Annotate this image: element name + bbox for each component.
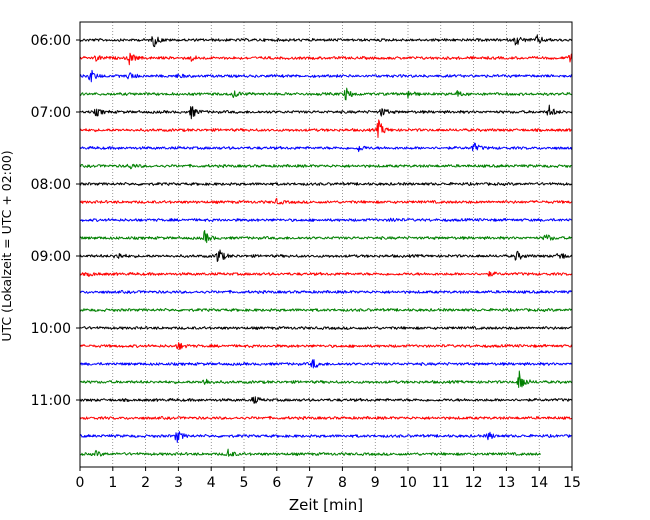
seismic-trace xyxy=(79,415,573,421)
seismic-trace xyxy=(79,163,573,170)
x-tick-label: 14 xyxy=(530,475,548,491)
x-tick-label: 12 xyxy=(465,475,483,491)
seismic-trace xyxy=(79,197,573,205)
x-tick-label: 4 xyxy=(207,475,216,491)
x-tick-label: 8 xyxy=(338,475,347,491)
seismic-trace xyxy=(79,370,573,388)
y-tick-label: 08:00 xyxy=(31,177,71,193)
x-tick-label: 5 xyxy=(240,475,249,491)
seismic-trace xyxy=(79,142,573,153)
y-tick-label: 11:00 xyxy=(31,393,71,409)
seismic-trace xyxy=(79,104,573,120)
seismic-trace xyxy=(79,448,542,457)
seismic-trace xyxy=(79,119,573,138)
x-tick-label: 0 xyxy=(76,475,85,491)
grid-lines xyxy=(112,22,540,467)
y-tick-label: 09:00 xyxy=(31,249,71,265)
x-tick-label: 10 xyxy=(399,475,417,491)
seismic-traces xyxy=(79,34,573,457)
x-tick-label: 1 xyxy=(108,475,117,491)
x-tick-label: 7 xyxy=(305,475,314,491)
seismic-trace xyxy=(79,396,573,404)
seismic-trace xyxy=(79,230,573,244)
x-tick-label: 3 xyxy=(174,475,183,491)
y-tick-label: 07:00 xyxy=(31,105,71,121)
seismic-trace xyxy=(79,34,573,48)
seismic-trace xyxy=(79,249,573,262)
x-axis-title: Zeit [min] xyxy=(289,496,363,514)
seismic-trace xyxy=(79,87,573,101)
plot-frame xyxy=(79,21,573,468)
x-tick-label: 13 xyxy=(497,475,515,491)
seismic-trace xyxy=(79,289,573,295)
seismic-trace xyxy=(79,271,573,277)
y-axis-title: UTC (Lokalzeit = UTC + 02:00) xyxy=(0,150,14,341)
seismic-trace xyxy=(79,431,573,443)
seismic-trace xyxy=(79,326,573,330)
x-tick-label: 2 xyxy=(141,475,150,491)
x-tick-label: 11 xyxy=(432,475,450,491)
seismic-trace xyxy=(79,52,573,66)
seismic-trace xyxy=(79,359,573,369)
x-tick-label: 6 xyxy=(272,475,281,491)
seismic-trace xyxy=(79,69,573,83)
x-tick-label: 9 xyxy=(371,475,380,491)
seismic-trace xyxy=(79,308,573,312)
seismic-trace xyxy=(79,342,573,350)
seismic-trace xyxy=(79,217,573,223)
x-axis-ticks: 0 1 2 3 4 5 6 7 8 9 10 11 12 13 14 15 xyxy=(76,467,581,491)
seismic-trace xyxy=(79,182,573,186)
y-tick-label: 06:00 xyxy=(31,33,71,49)
y-tick-label: 10:00 xyxy=(31,321,71,337)
x-tick-label: 15 xyxy=(563,475,581,491)
y-axis-ticks: 06:00 07:00 08:00 09:00 10:00 11:00 xyxy=(31,33,80,409)
